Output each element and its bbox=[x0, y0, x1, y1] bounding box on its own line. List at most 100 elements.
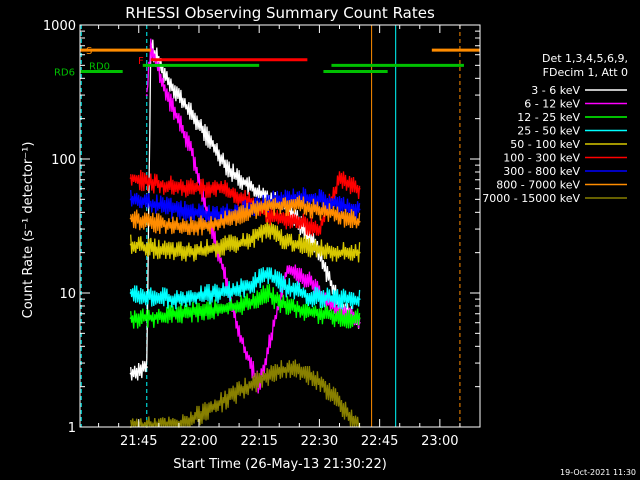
legend-label-0: 3 - 6 keV bbox=[531, 84, 580, 97]
flag-label-F: F bbox=[138, 56, 144, 67]
legend-label-3: 25 - 50 keV bbox=[517, 125, 580, 138]
x-tick-label-2: 22:15 bbox=[240, 434, 277, 449]
series-7-point-6 bbox=[298, 204, 301, 207]
x-tick-label-0: 21:45 bbox=[120, 434, 157, 449]
series-4-point-3 bbox=[218, 246, 221, 249]
series-0-point-3 bbox=[165, 77, 168, 80]
series-0-point-5 bbox=[230, 170, 233, 173]
series-8-point-6 bbox=[294, 366, 297, 369]
series-0-point-0 bbox=[129, 372, 132, 375]
series-6-point-7 bbox=[318, 198, 321, 201]
series-7-point-1 bbox=[157, 222, 160, 225]
series-7-point-2 bbox=[189, 226, 192, 229]
series-2-point-4 bbox=[250, 301, 253, 304]
x-axis-label: Start Time (26-May-13 21:30:22) bbox=[173, 457, 387, 472]
series-4-point-1 bbox=[157, 248, 160, 251]
y-tick-label-0: 1 bbox=[68, 421, 76, 436]
series-line-2 bbox=[130, 283, 361, 329]
series-1-point-1 bbox=[149, 44, 152, 47]
series-6-point-8 bbox=[338, 204, 341, 207]
y-axis-label: Count Rate (s⁻¹ detector⁻¹) bbox=[21, 142, 36, 319]
series-1-point-3 bbox=[189, 147, 192, 150]
series-7-point-8 bbox=[338, 214, 341, 217]
series-2-point-3 bbox=[218, 308, 221, 311]
x-tick-label-3: 22:30 bbox=[301, 434, 338, 449]
series-6-point-2 bbox=[189, 211, 192, 214]
series-1-point-9 bbox=[310, 281, 313, 284]
series-7-point-3 bbox=[218, 222, 221, 225]
series-7-point-9 bbox=[358, 220, 361, 223]
series-2-point-0 bbox=[129, 317, 132, 320]
series-line-7 bbox=[130, 195, 361, 236]
series-5-point-1 bbox=[157, 183, 160, 186]
legend-label-5: 100 - 300 keV bbox=[503, 152, 580, 165]
series-4-point-7 bbox=[310, 246, 313, 249]
series-7-point-0 bbox=[129, 217, 132, 220]
series-6-point-1 bbox=[157, 204, 160, 207]
x-tick-label-1: 22:00 bbox=[180, 434, 217, 449]
series-4-point-5 bbox=[266, 228, 269, 231]
series-3-point-8 bbox=[338, 298, 341, 301]
series-3-point-0 bbox=[129, 292, 132, 294]
series-5-point-6 bbox=[298, 220, 301, 223]
series-2-point-9 bbox=[358, 317, 361, 320]
footer-timestamp: 19-Oct-2021 11:30 bbox=[560, 468, 636, 477]
flag-label-RD0: RD0 bbox=[89, 61, 110, 72]
series-6-point-0 bbox=[129, 198, 132, 201]
series-3-point-2 bbox=[177, 298, 180, 301]
series-3-point-7 bbox=[306, 294, 309, 297]
legend-label-8: 7000 - 15000 keV bbox=[482, 192, 580, 205]
series-line-6 bbox=[130, 187, 361, 225]
legend-label-6: 300 - 800 keV bbox=[503, 165, 580, 178]
series-6-point-9 bbox=[358, 208, 361, 211]
series-6-point-3 bbox=[218, 214, 221, 217]
flag-label-S: S bbox=[86, 46, 92, 57]
series-2-point-7 bbox=[298, 308, 301, 311]
series-4-point-8 bbox=[338, 251, 341, 254]
series-3-point-5 bbox=[266, 272, 269, 275]
series-8-point-8 bbox=[338, 402, 341, 405]
series-2-point-6 bbox=[278, 301, 281, 304]
series-3-point-6 bbox=[286, 286, 289, 289]
axes: 21:45 22:00 22:15 22:30 22:45 23:00 1 10 100 1000 bbox=[43, 19, 480, 449]
series-0-point-4 bbox=[197, 123, 200, 126]
series-5-point-3 bbox=[218, 185, 221, 188]
series-line-4 bbox=[130, 218, 361, 263]
x-tick-label-4: 22:45 bbox=[361, 434, 398, 449]
series-1-point-2 bbox=[165, 94, 168, 97]
series-4-point-0 bbox=[129, 243, 132, 246]
series-0-point-6 bbox=[258, 192, 261, 195]
series-1-point-8 bbox=[286, 268, 289, 271]
series-2-point-8 bbox=[338, 317, 341, 320]
legend-label-4: 50 - 100 keV bbox=[510, 138, 580, 151]
series-4-point-9 bbox=[358, 251, 361, 254]
series-line-8 bbox=[130, 359, 361, 428]
series-7-point-5 bbox=[270, 204, 273, 207]
series-2-point-5 bbox=[266, 292, 269, 294]
legend-label-2: 12 - 25 keV bbox=[517, 111, 580, 124]
series-3-point-9 bbox=[358, 298, 361, 301]
legend-label-1: 6 - 12 keV bbox=[524, 98, 580, 111]
series-4-point-4 bbox=[246, 241, 249, 244]
series-7-point-7 bbox=[318, 208, 321, 211]
series-1-point-0 bbox=[145, 94, 148, 97]
series-1-point-10 bbox=[330, 304, 333, 307]
series-3-point-4 bbox=[246, 286, 249, 289]
series-5-point-0 bbox=[129, 177, 132, 180]
series-4-point-6 bbox=[286, 241, 289, 244]
series-0-point-1 bbox=[145, 366, 148, 369]
y-tick-label-2: 100 bbox=[51, 153, 76, 168]
series-1-point-6 bbox=[238, 332, 241, 335]
series-line-5 bbox=[130, 169, 361, 237]
series-1-point-5 bbox=[222, 268, 225, 271]
series-3-point-1 bbox=[145, 294, 148, 297]
legend-header-line-1: Det 1,3,4,5,6,9, bbox=[542, 52, 628, 65]
series-5-point-9 bbox=[358, 187, 361, 190]
series-8-point-7 bbox=[318, 380, 321, 383]
legend-label-7: 800 - 7000 keV bbox=[496, 179, 580, 192]
series-5-point-5 bbox=[270, 214, 273, 217]
plot-frame bbox=[79, 24, 481, 428]
